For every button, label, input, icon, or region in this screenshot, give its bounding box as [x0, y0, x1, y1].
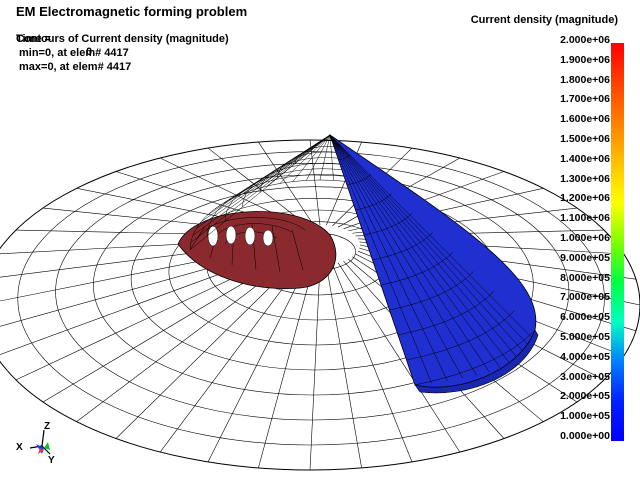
model-title: EM Electromagnetic forming problem [16, 4, 248, 19]
legend-tick-label: 1.000e+06 [560, 232, 610, 244]
legend-tick-label: 4.000e+05 [560, 350, 610, 363]
legend-tick-label: 1.900e+06 [560, 53, 610, 66]
legend-tick-label: 2.000e+06 [560, 34, 610, 46]
legend-tick-label: 1.000e+05 [560, 410, 610, 423]
triad-x-label: X [16, 442, 23, 453]
legend-tick-label: 5.000e+05 [560, 331, 610, 343]
legend-ticks: 2.000e+06 1.900e+06 1.800e+06 1.700e+06 1.60… [540, 0, 610, 480]
legend-tick-label: 3.000e+05 [560, 370, 610, 383]
min-readout: min=0, at elem# 4417 [19, 47, 129, 59]
legend-tick-label: 1.600e+06 [560, 113, 610, 126]
cone-mesh [189, 133, 539, 394]
legend-tick-label: 6.000e+05 [560, 311, 610, 324]
time-value: 0 [86, 46, 93, 58]
legend-tick-label: 1.100e+06 [560, 212, 610, 225]
triad-y-label: Y [48, 455, 55, 466]
time-readout: Time = 0 [16, 20, 92, 59]
legend-tick-label: 1.200e+06 [560, 192, 610, 205]
axis-triad: Z X Y [16, 421, 55, 466]
legend-tick-label: 1.400e+06 [560, 152, 610, 165]
contour-title: Contours of Current density (magnitude) [16, 33, 229, 45]
legend-tick-label: 8.000e+05 [560, 271, 610, 284]
legend-tick-label: 9.000e+05 [560, 251, 610, 264]
triad-z-label: Z [44, 421, 50, 432]
legend-colorbar [611, 43, 624, 441]
legend-tick-label: 2.000e+05 [560, 390, 610, 403]
legend-tick-label: 1.300e+06 [560, 172, 610, 185]
legend-tick-label: 1.700e+06 [560, 93, 610, 106]
legend-tick-label: 1.500e+06 [560, 133, 610, 145]
legend-tick-label: 1.800e+06 [560, 73, 610, 86]
coil-spiral [177, 211, 337, 289]
max-readout: max=0, at elem# 4417 [19, 61, 132, 73]
legend-tick-label: 7.000e+05 [560, 291, 610, 304]
legend-tick-label: 0.000e+00 [560, 430, 610, 442]
legend-title: Current density (magnitude) [470, 14, 618, 26]
time-label: Time = [16, 33, 51, 45]
